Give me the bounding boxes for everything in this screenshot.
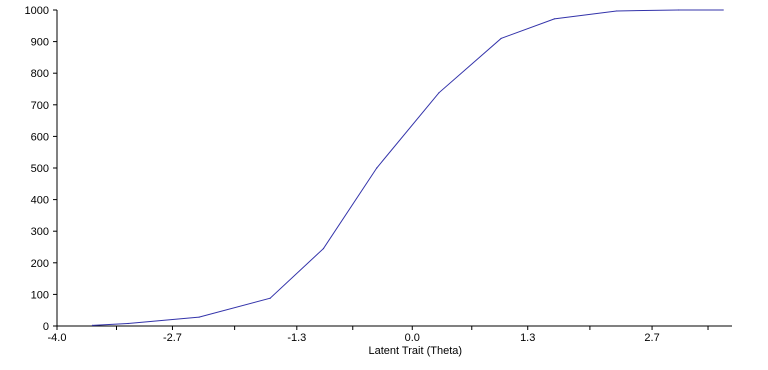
- y-tick-label: 600: [31, 131, 49, 143]
- series-layer: [91, 9, 724, 326]
- y-tick-label: 300: [31, 226, 49, 238]
- data-point: [722, 9, 724, 11]
- data-point: [438, 92, 440, 94]
- y-tick-label: 800: [31, 68, 49, 80]
- y-tick-label: 500: [31, 163, 49, 175]
- data-point: [553, 18, 555, 20]
- data-point: [127, 322, 129, 325]
- y-tick-label: 0: [43, 321, 49, 333]
- x-ticks: -4.0 -2.7 -1.3 0.0 1.3 2.7: [48, 326, 709, 344]
- y-tick-label: 100: [31, 289, 49, 301]
- y-tick-label: 200: [31, 258, 49, 270]
- x-tick-label: -2.7: [163, 332, 182, 344]
- x-axis: -4.0 -2.7 -1.3 0.0 1.3 2.7: [48, 325, 732, 344]
- x-tick-label: -4.0: [48, 332, 67, 344]
- y-tick-label: 400: [31, 195, 49, 207]
- x-tick-label: 1.3: [520, 332, 535, 344]
- y-tick-label: 700: [31, 100, 49, 112]
- data-point: [198, 316, 200, 318]
- y-axis: 0 100 200 300 400 500 600 700 800 900 1000: [25, 5, 58, 333]
- data-point: [322, 247, 325, 250]
- data-point: [615, 10, 618, 12]
- y-tick-label: 1000: [25, 5, 49, 17]
- data-point: [376, 167, 378, 169]
- series-line: [92, 9, 724, 326]
- data-point: [91, 324, 94, 326]
- x-axis-title: Latent Trait (Theta): [368, 345, 462, 357]
- data-point: [678, 9, 680, 11]
- data-point: [500, 37, 502, 40]
- x-tick-label: -1.3: [287, 332, 306, 344]
- x-tick-label: 0.0: [405, 332, 420, 344]
- y-ticks: 0 100 200 300 400 500 600 700 800 900 1000: [25, 5, 57, 333]
- data-point: [269, 297, 271, 299]
- y-tick-label: 900: [31, 37, 49, 49]
- x-tick-label: 2.7: [644, 332, 659, 344]
